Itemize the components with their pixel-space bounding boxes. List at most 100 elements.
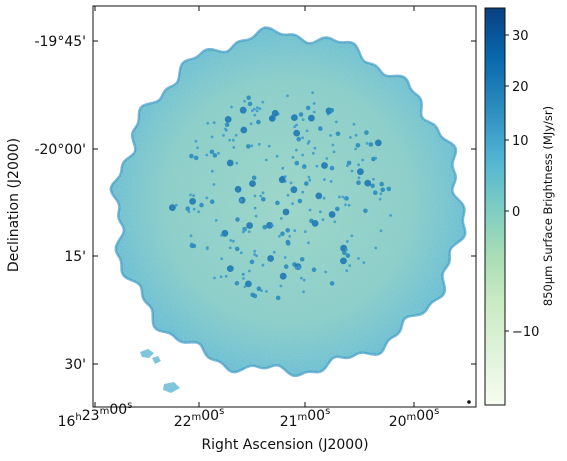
- point-source: [345, 253, 351, 258]
- point-source: [226, 159, 234, 167]
- point-source: [323, 178, 326, 182]
- point-source: [189, 193, 192, 197]
- point-source: [357, 168, 364, 176]
- point-source: [329, 134, 332, 137]
- point-source: [357, 163, 360, 167]
- point-source: [268, 115, 276, 122]
- point-source: [298, 112, 304, 117]
- point-source: [297, 198, 303, 204]
- point-source: [297, 265, 301, 269]
- point-source: [301, 136, 304, 140]
- point-source: [301, 118, 305, 121]
- y-tick-label: 15': [64, 249, 86, 265]
- point-source: [364, 130, 369, 135]
- point-source: [255, 109, 259, 113]
- y-tick-label: -20°00': [34, 142, 86, 158]
- point-source: [302, 290, 305, 294]
- point-source: [212, 153, 218, 158]
- edge-islands: [140, 349, 180, 393]
- point-source: [307, 175, 311, 179]
- point-source: [196, 146, 199, 150]
- point-source: [318, 126, 323, 131]
- point-source: [213, 276, 216, 280]
- point-source: [222, 134, 225, 137]
- point-source: [214, 219, 218, 222]
- point-source: [199, 202, 204, 208]
- point-source: [315, 192, 323, 200]
- point-source: [307, 241, 310, 245]
- point-source: [243, 285, 247, 289]
- point-source: [205, 196, 209, 200]
- point-source: [282, 208, 290, 216]
- point-source: [311, 151, 315, 155]
- point-source: [301, 153, 305, 157]
- point-source: [247, 230, 251, 234]
- point-source: [347, 203, 351, 207]
- point-source: [283, 264, 289, 269]
- point-source: [372, 177, 375, 181]
- point-source: [246, 95, 251, 101]
- point-source: [272, 250, 276, 254]
- point-source: [341, 195, 345, 199]
- point-source: [266, 221, 273, 229]
- point-source: [219, 275, 223, 279]
- map-frame: [92, 5, 477, 408]
- point-source: [283, 256, 287, 259]
- point-source: [249, 180, 256, 188]
- point-source: [286, 193, 290, 197]
- point-source: [290, 186, 298, 194]
- point-source: [374, 246, 378, 250]
- point-source: [228, 138, 232, 142]
- point-source: [234, 133, 238, 137]
- point-source: [275, 200, 280, 206]
- point-source: [239, 251, 243, 255]
- point-source: [335, 131, 341, 137]
- point-source: [293, 125, 297, 129]
- point-source: [335, 206, 340, 212]
- point-source: [378, 197, 382, 201]
- y-axis-label: Declination (J2000): [6, 138, 22, 272]
- point-source: [258, 107, 262, 110]
- point-source: [311, 91, 314, 94]
- point-source: [256, 286, 262, 292]
- point-source: [342, 250, 347, 256]
- point-source: [343, 197, 347, 200]
- point-source: [291, 114, 298, 121]
- point-source: [231, 138, 235, 142]
- point-source: [212, 121, 216, 125]
- point-source: [329, 281, 335, 286]
- point-source: [373, 190, 378, 195]
- point-source: [295, 148, 298, 152]
- point-source: [249, 259, 255, 265]
- point-source: [189, 198, 197, 205]
- point-source: [308, 178, 312, 182]
- point-source: [350, 234, 354, 238]
- point-source: [264, 158, 268, 162]
- point-source: [349, 136, 352, 139]
- point-source: [225, 129, 228, 132]
- point-source: [346, 240, 349, 243]
- y-tick-label: 30': [64, 357, 86, 373]
- point-source: [209, 149, 215, 155]
- point-source: [340, 257, 347, 265]
- point-source: [205, 153, 209, 157]
- x-tick-label: 21m00s: [280, 406, 331, 430]
- colorbar-tick-label: 30: [512, 29, 529, 44]
- point-source: [345, 269, 349, 273]
- point-source: [311, 220, 319, 227]
- point-source: [267, 255, 274, 262]
- point-source: [252, 293, 258, 299]
- point-source: [322, 196, 326, 200]
- point-source: [275, 154, 279, 158]
- x-axis-label: Right Ascension (J2000): [201, 437, 368, 453]
- point-source: [230, 105, 233, 109]
- point-source: [357, 176, 361, 180]
- point-source: [261, 191, 265, 195]
- point-source: [288, 234, 292, 238]
- point-source: [301, 190, 305, 194]
- point-source: [315, 164, 319, 168]
- point-source: [193, 155, 199, 161]
- point-source: [232, 146, 236, 149]
- point-source: [248, 269, 251, 273]
